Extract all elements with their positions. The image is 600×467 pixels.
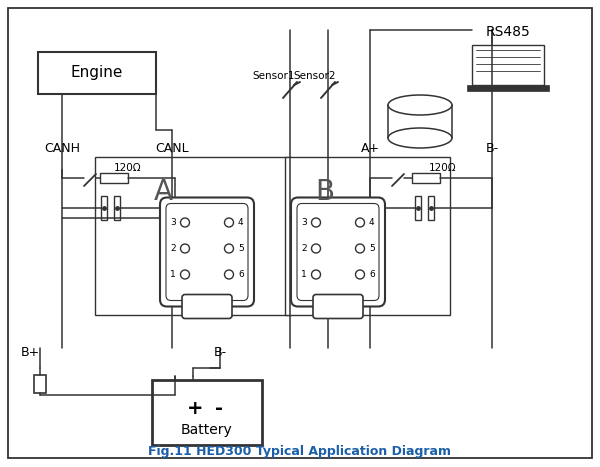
- Text: 2: 2: [170, 244, 176, 253]
- Text: Fig.11 HED300 Typical Application Diagram: Fig.11 HED300 Typical Application Diagra…: [149, 446, 452, 459]
- Text: +: +: [187, 398, 203, 417]
- Text: 3: 3: [301, 218, 307, 227]
- Bar: [472, 45, 544, 85]
- FancyBboxPatch shape: [313, 295, 363, 318]
- Bar: [38, 52, 156, 94]
- Bar: [114, 196, 120, 220]
- Text: 2: 2: [301, 244, 307, 253]
- Text: 6: 6: [369, 270, 375, 279]
- Text: 4: 4: [238, 218, 244, 227]
- Text: A+: A+: [361, 142, 380, 155]
- Text: RS485: RS485: [485, 25, 530, 39]
- Text: B: B: [316, 178, 335, 206]
- Text: 120Ω: 120Ω: [114, 163, 142, 173]
- Text: B-: B-: [214, 346, 227, 359]
- Bar: [34, 375, 46, 393]
- Text: -: -: [215, 398, 223, 417]
- Text: Engine: Engine: [71, 65, 123, 80]
- Bar: [285, 157, 450, 315]
- Text: A: A: [154, 178, 173, 206]
- Text: 3: 3: [170, 218, 176, 227]
- Bar: [101, 196, 107, 220]
- Bar: [95, 157, 291, 315]
- Text: CANL: CANL: [155, 142, 189, 155]
- Text: Sensor1: Sensor1: [253, 71, 295, 81]
- Text: 5: 5: [369, 244, 375, 253]
- Bar: [18, 152, 578, 348]
- Text: Battery: Battery: [181, 423, 233, 437]
- Text: B-: B-: [485, 142, 499, 155]
- Text: CANH: CANH: [44, 142, 80, 155]
- Bar: [415, 196, 421, 220]
- Text: B+: B+: [20, 346, 40, 359]
- Text: 1: 1: [170, 270, 176, 279]
- Bar: [428, 196, 434, 220]
- Text: 5: 5: [238, 244, 244, 253]
- Text: Sensor2: Sensor2: [294, 71, 336, 81]
- Text: 6: 6: [238, 270, 244, 279]
- Bar: [467, 85, 549, 91]
- Text: 4: 4: [369, 218, 374, 227]
- Bar: [412, 173, 440, 183]
- FancyBboxPatch shape: [160, 198, 254, 306]
- FancyBboxPatch shape: [182, 295, 232, 318]
- Bar: [100, 173, 128, 183]
- Text: SmartGen: SmartGen: [251, 260, 488, 361]
- Bar: [152, 380, 262, 445]
- FancyBboxPatch shape: [291, 198, 385, 306]
- Text: 1: 1: [301, 270, 307, 279]
- Text: 120Ω: 120Ω: [429, 163, 457, 173]
